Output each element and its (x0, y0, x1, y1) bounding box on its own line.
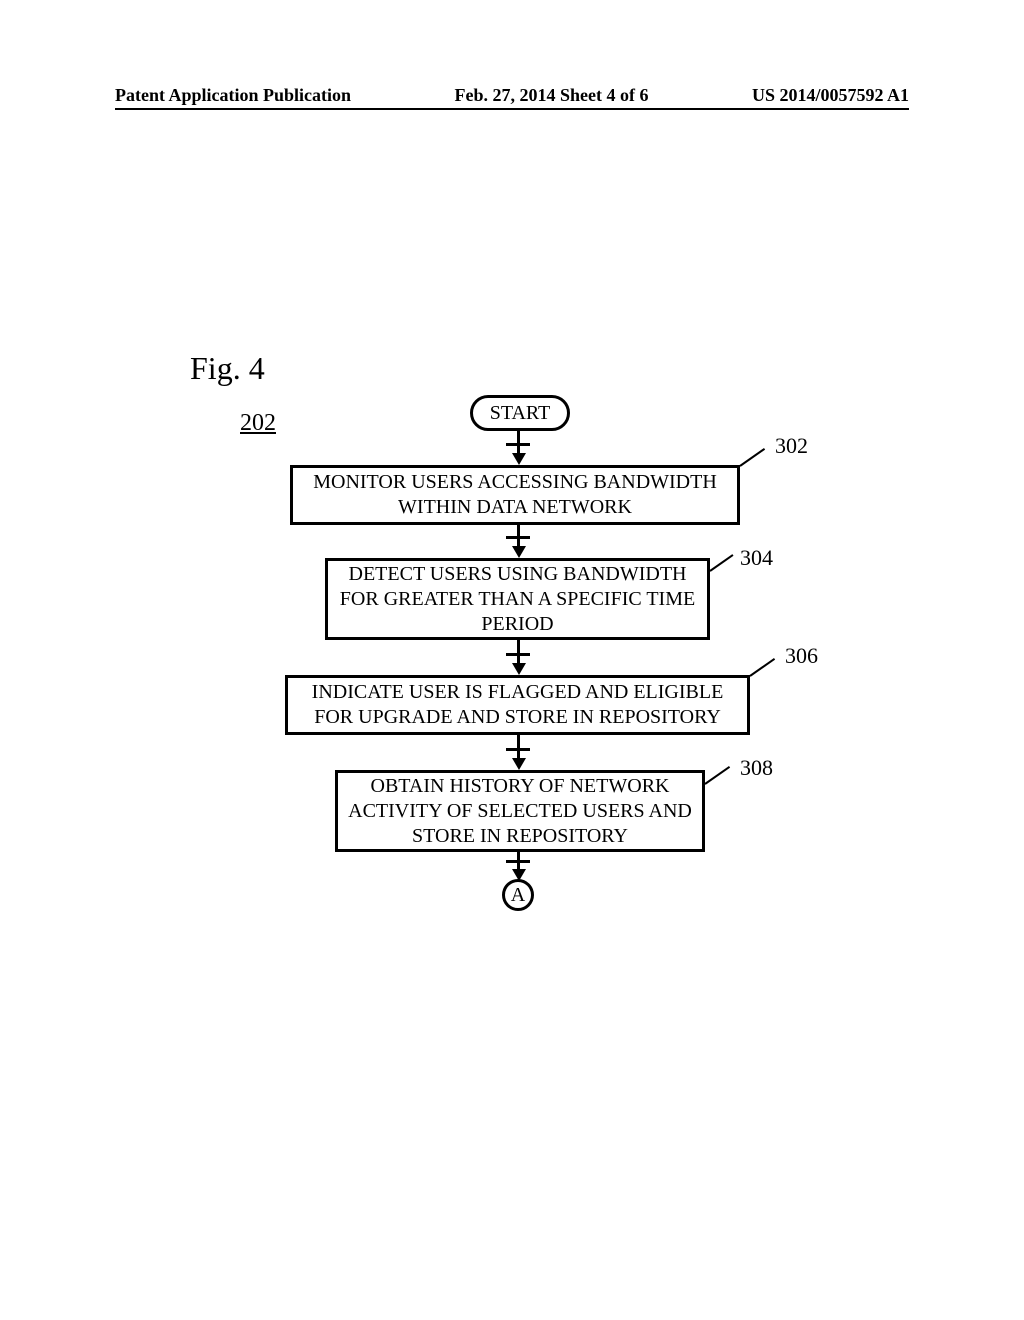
arrow-line (517, 735, 520, 758)
arrow-head-icon (512, 758, 526, 770)
figure-label: Fig. 4 (190, 350, 265, 387)
header-date-sheet: Feb. 27, 2014 Sheet 4 of 6 (455, 85, 649, 106)
arrow-tick (506, 748, 530, 751)
flowchart-box-302: MONITOR USERS ACCESSING BANDWIDTH WITHIN… (290, 465, 740, 525)
reference-302: 302 (775, 433, 808, 459)
flowchart-box-308: OBTAIN HISTORY OF NETWORK ACTIVITY OF SE… (335, 770, 705, 852)
header-rule (115, 108, 909, 110)
reference-306: 306 (785, 643, 818, 669)
arrow-head-icon (512, 453, 526, 465)
arrow-tick (506, 653, 530, 656)
box-304-text: DETECT USERS USING BANDWIDTH FOR GREATER… (338, 562, 697, 637)
flowchart-connector-a: A (502, 879, 534, 911)
flowchart-box-304: DETECT USERS USING BANDWIDTH FOR GREATER… (325, 558, 710, 640)
header-publication: Patent Application Publication (115, 85, 351, 106)
arrow-tick (506, 860, 530, 863)
ref-leader-302 (739, 448, 765, 467)
reference-308: 308 (740, 755, 773, 781)
box-306-text: INDICATE USER IS FLAGGED AND ELIGIBLE FO… (298, 680, 737, 730)
arrow-line (517, 431, 520, 453)
start-label: START (490, 402, 551, 425)
arrow-head-icon (512, 663, 526, 675)
box-308-text: OBTAIN HISTORY OF NETWORK ACTIVITY OF SE… (348, 774, 692, 849)
arrow-tick (506, 443, 530, 446)
arrow-tick (506, 536, 530, 539)
box-302-text: MONITOR USERS ACCESSING BANDWIDTH WITHIN… (303, 470, 727, 520)
ref-leader-304 (709, 554, 733, 572)
header-pub-number: US 2014/0057592 A1 (752, 85, 909, 106)
arrow-head-icon (512, 546, 526, 558)
reference-202: 202 (240, 410, 276, 437)
reference-304: 304 (740, 545, 773, 571)
ref-leader-306 (749, 658, 775, 677)
flowchart-start: START (470, 395, 570, 431)
connector-a-label: A (511, 884, 525, 907)
flowchart-box-306: INDICATE USER IS FLAGGED AND ELIGIBLE FO… (285, 675, 750, 735)
ref-leader-308 (704, 766, 730, 785)
arrow-line (517, 640, 520, 663)
page-header: Patent Application Publication Feb. 27, … (115, 85, 909, 106)
